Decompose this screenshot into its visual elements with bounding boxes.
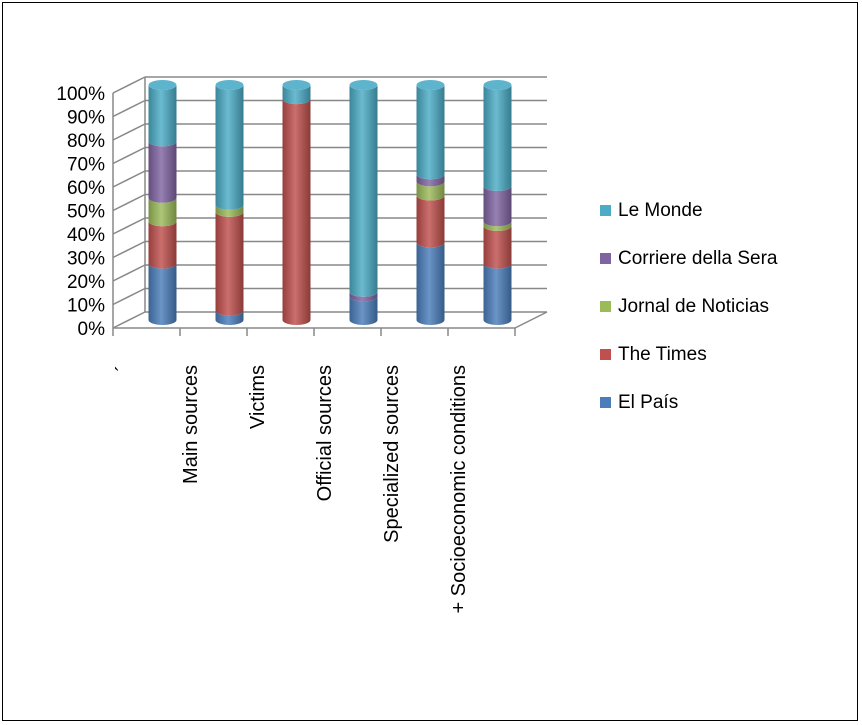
side-wall-line [112, 146, 146, 165]
bar-segment [483, 226, 512, 269]
bar-top-cap [215, 80, 244, 90]
bar-segment [349, 291, 378, 302]
y-tick-label: 10% [67, 296, 105, 317]
gridlines [112, 76, 548, 336]
side-wall-line [112, 287, 146, 306]
bar-segment [416, 80, 445, 180]
bar-top-cap [282, 80, 311, 90]
bar-segment [483, 263, 512, 325]
bar-segment [416, 242, 445, 325]
y-tick-label: 90% [67, 108, 105, 129]
bar-segment [349, 296, 378, 325]
bar-segment [483, 221, 512, 231]
side-wall-line [112, 217, 146, 235]
y-tick-label: 20% [67, 272, 105, 293]
legend-swatch [600, 301, 611, 312]
legend-label: Le Monde [618, 200, 703, 221]
legend-label: El País [618, 392, 678, 413]
legend-swatch [600, 205, 611, 216]
category-label: Victims [247, 365, 269, 429]
bar-segment [416, 181, 445, 201]
bar-segment [215, 211, 244, 316]
bar-segment [416, 174, 445, 187]
bar-segment [416, 195, 445, 248]
bar-top-cap [349, 80, 378, 90]
legend: Le Monde Corriere della Sera Jornal de Not… [600, 200, 778, 413]
side-wall-line [112, 170, 146, 188]
stray-category-mark: ´ [113, 365, 135, 372]
legend-swatch [600, 349, 611, 360]
side-wall-line [112, 76, 146, 94]
y-tick-label: 100% [56, 84, 105, 105]
legend-label: Corriere della Sera [618, 248, 778, 269]
category-label: Main sources [180, 365, 202, 484]
legend-label: The Times [618, 344, 707, 365]
bar-segment [148, 221, 177, 269]
bar-segment [148, 141, 177, 203]
bar-segment [483, 186, 512, 227]
bar-segment [349, 80, 378, 297]
bar-top-cap [483, 80, 512, 90]
bar-segment [148, 80, 177, 147]
side-wall-line [112, 311, 146, 329]
side-wall-line [112, 240, 146, 259]
legend-swatch [600, 397, 611, 408]
bar-segment [215, 204, 244, 217]
y-tick-label: 0% [78, 319, 106, 340]
y-tick-label: 50% [67, 202, 105, 223]
floor-edge [514, 311, 548, 329]
bars [148, 80, 512, 325]
bar-segment [282, 99, 311, 325]
category-label: Official sources [314, 365, 336, 501]
bar-segment [148, 197, 177, 227]
y-tick-label: 60% [67, 178, 105, 199]
side-wall-line [112, 264, 146, 282]
bar-segment [282, 80, 311, 105]
side-wall-line [112, 99, 146, 118]
bar-segment [483, 80, 512, 192]
bar-top-cap [416, 80, 445, 90]
category-label: + Socioeconomic conditions [448, 365, 470, 613]
y-tick-label: 40% [67, 225, 105, 246]
legend-label: Jornal de Noticias [618, 296, 769, 317]
bar-segment [215, 80, 244, 210]
side-wall-line [112, 193, 146, 212]
y-tick-label: 30% [67, 249, 105, 270]
y-tick-label: 80% [67, 131, 105, 152]
y-axis-ticks: 0%10% 20%30% 40%50% 60%70% 80%90% 100% [56, 84, 105, 340]
side-wall-line [112, 123, 146, 141]
bar-top-cap [148, 80, 177, 90]
y-tick-label: 70% [67, 155, 105, 176]
bar-segment [148, 263, 177, 325]
legend-swatch [600, 253, 611, 264]
x-axis-categories: ´ Main sources Victims Official sources Spec… [113, 365, 470, 613]
category-label: Specialized sources [381, 365, 403, 543]
bar-segment [215, 310, 244, 325]
